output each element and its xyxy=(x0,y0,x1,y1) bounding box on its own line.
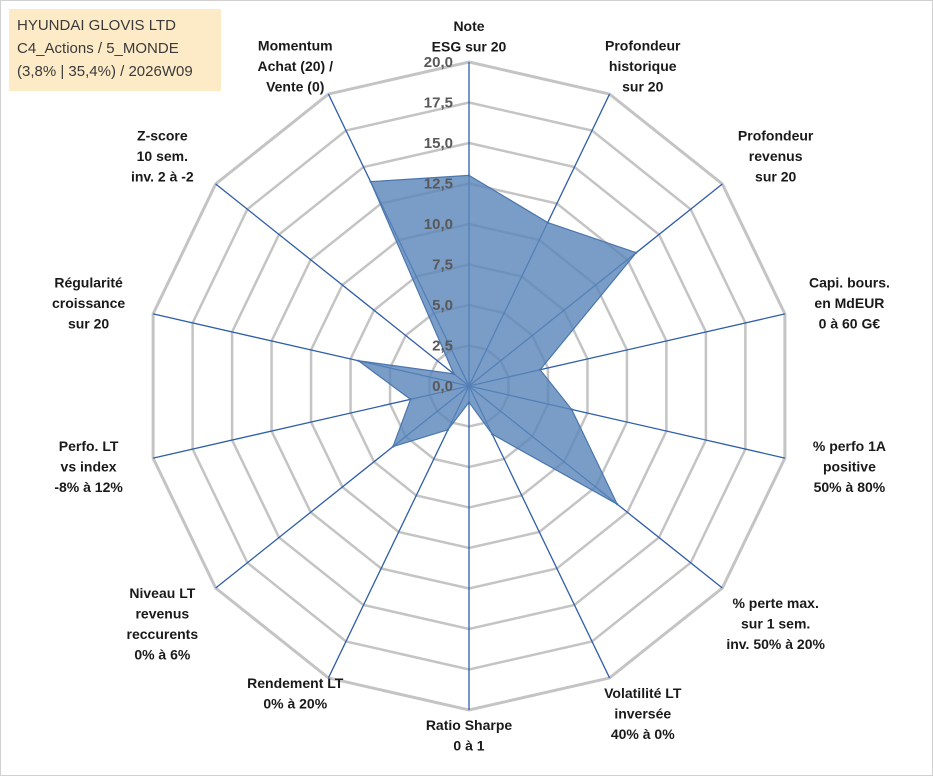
axis-label-4-line-0: % perfo 1A xyxy=(813,438,886,454)
series-point-5 xyxy=(615,502,619,506)
series-area xyxy=(358,174,638,506)
series-point-9 xyxy=(391,445,395,448)
tick-label-7: 17,5 xyxy=(424,95,453,112)
radar-axis-labels: Note ESG sur 20 Profondeur historique sur 20… xyxy=(52,18,890,754)
axis-label-2-line-2: sur 20 xyxy=(755,168,796,184)
series-point-13 xyxy=(369,180,372,183)
tick-label-4: 10,0 xyxy=(424,216,453,233)
axis-label-5-line-1: sur 1 sem. xyxy=(741,616,810,632)
axis-label-5-line-2: inv. 50% à 20% xyxy=(726,636,825,652)
spoke-8 xyxy=(327,385,470,679)
title-company: HYUNDAI GLOVIS LTD xyxy=(17,17,176,34)
axis-label-3-line-2: 0 à 60 G€ xyxy=(819,315,881,331)
tick-label-2: 5,0 xyxy=(432,297,453,314)
axis-label-2-line-0: Profondeur xyxy=(738,127,814,143)
title-stats: (3,8% | 35,4%) / 2026W09 xyxy=(17,63,193,80)
axis-label-1-line-0: Profondeur xyxy=(605,38,681,54)
axis-label-10-line-0: Perfo. LT xyxy=(59,438,119,454)
axis-label-13-line-0: Momentum xyxy=(258,38,333,54)
radar-tick-labels: 0,0 2,5 5,0 7,5 10,0 12,5 15,0 17,5 20,0 xyxy=(424,54,453,395)
axis-label-12-line-0: Z-score xyxy=(137,127,188,143)
axis-label-12-line-2: inv. 2 à -2 xyxy=(131,168,194,184)
axis-label-6-line-1: inversée xyxy=(614,705,671,721)
axis-label-6-line-0: Volatilité LT xyxy=(604,685,682,701)
tick-label-1: 2,5 xyxy=(432,338,453,355)
spoke-12 xyxy=(215,183,470,387)
axis-label-4-line-1: positive xyxy=(823,459,876,475)
axis-label-11-line-0: Régularité xyxy=(54,274,123,290)
series-point-12 xyxy=(452,372,456,376)
axis-label-9-line-1: revenus xyxy=(135,606,189,622)
axis-label-11-line-2: sur 20 xyxy=(68,315,109,331)
axis-label-11-line-1: croissance xyxy=(52,295,125,311)
axis-label-4-line-2: 50% à 80% xyxy=(814,479,886,495)
axis-label-12-line-1: 10 sem. xyxy=(137,148,188,164)
axis-label-6-line-2: 40% à 0% xyxy=(611,726,675,742)
tick-label-8: 20,0 xyxy=(424,54,453,71)
axis-label-9-line-2: reccurents xyxy=(127,626,199,642)
series-point-0 xyxy=(467,174,471,177)
axis-label-7-line-1: 0 à 1 xyxy=(453,738,484,754)
series-point-11 xyxy=(357,359,360,362)
axis-label-9-line-0: Niveau LT xyxy=(129,585,195,601)
series-point-10 xyxy=(409,398,412,401)
tick-label-0: 0,0 xyxy=(432,378,453,395)
axis-label-7-line-0: Ratio Sharpe xyxy=(426,717,513,733)
axis-label-10-line-2: -8% à 12% xyxy=(54,479,123,495)
axis-label-9-line-3: 0% à 6% xyxy=(134,647,191,663)
axis-label-3-line-0: Capi. bours. xyxy=(809,274,890,290)
axis-label-8-line-1: 0% à 20% xyxy=(263,695,327,711)
series-point-7 xyxy=(467,401,471,404)
axis-label-2-line-1: revenus xyxy=(749,148,803,164)
tick-label-5: 12,5 xyxy=(424,176,453,193)
tick-label-3: 7,5 xyxy=(432,257,453,274)
chart-title-box: HYUNDAI GLOVIS LTD C4_Actions / 5_MONDE … xyxy=(9,9,221,91)
axis-label-3-line-1: en MdEUR xyxy=(814,295,884,311)
series-point-1 xyxy=(546,221,549,224)
axis-label-13-line-2: Vente (0) xyxy=(266,79,324,95)
axis-label-0-line-1: ESG sur 20 xyxy=(432,39,507,55)
series-point-8 xyxy=(446,428,450,431)
radar-series xyxy=(357,174,638,506)
axis-label-1-line-2: sur 20 xyxy=(622,79,663,95)
series-point-4 xyxy=(570,408,573,411)
axis-label-13-line-1: Achat (20) / xyxy=(258,58,334,74)
series-point-2 xyxy=(634,251,638,254)
axis-label-1-line-1: historique xyxy=(609,58,677,74)
axis-label-10-line-1: vs index xyxy=(61,459,117,475)
title-category: C4_Actions / 5_MONDE xyxy=(17,40,179,57)
tick-label-6: 15,0 xyxy=(424,135,453,152)
axis-label-8-line-0: Rendement LT xyxy=(247,675,344,691)
axis-label-0-line-0: Note xyxy=(453,18,484,34)
axis-label-5-line-0: % perte max. xyxy=(732,595,818,611)
series-point-3 xyxy=(538,368,542,371)
series-point-6 xyxy=(490,432,494,436)
